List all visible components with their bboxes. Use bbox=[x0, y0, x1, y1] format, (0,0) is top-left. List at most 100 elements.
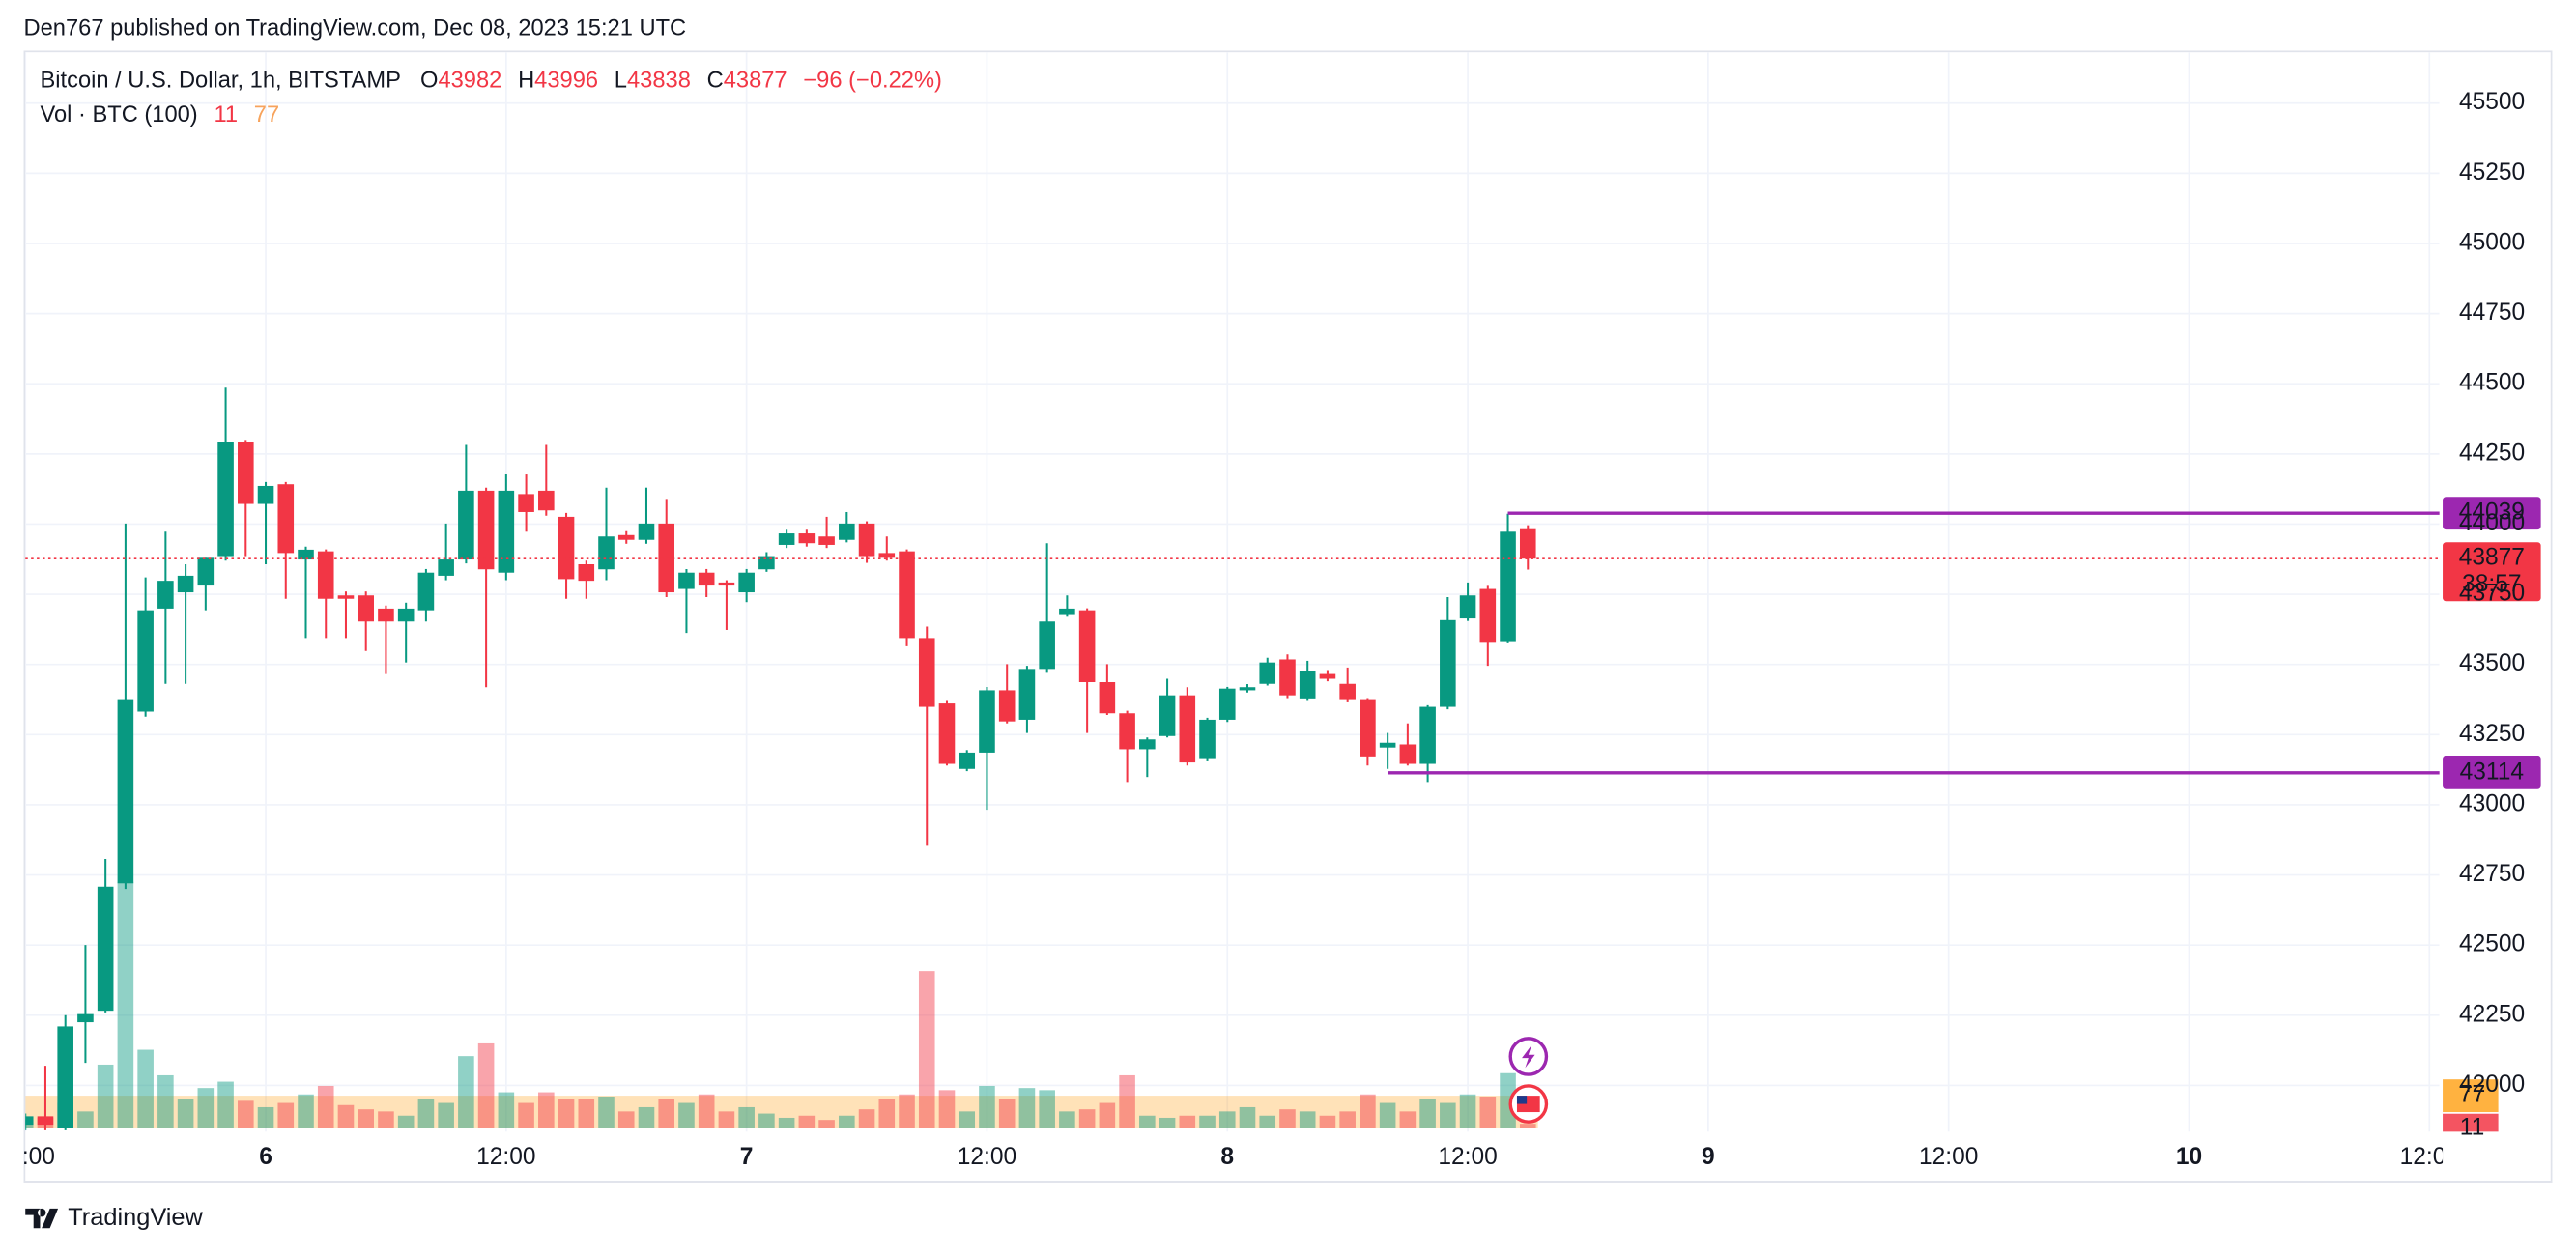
candle-body bbox=[438, 559, 454, 576]
level-label: 44039 bbox=[2459, 500, 2525, 526]
ohlc-label: C bbox=[707, 69, 724, 94]
volume-bar bbox=[918, 971, 935, 1128]
volume-bar bbox=[458, 1056, 474, 1128]
volume-bar bbox=[638, 1106, 655, 1128]
volume-bar bbox=[558, 1099, 575, 1128]
volume-bar bbox=[97, 1064, 114, 1128]
volume-bar bbox=[678, 1102, 695, 1128]
candle-body bbox=[1218, 688, 1236, 720]
volume-bar bbox=[378, 1111, 394, 1128]
volume-bar bbox=[477, 1042, 495, 1128]
ohlc-label: O bbox=[420, 69, 438, 94]
ohlc-value: 43838 bbox=[627, 69, 691, 94]
volume-bar bbox=[298, 1094, 314, 1128]
countdown: 38:57 bbox=[2462, 571, 2521, 597]
candle-body bbox=[117, 699, 134, 884]
volume-bar bbox=[1039, 1090, 1055, 1128]
candle-body bbox=[858, 523, 875, 557]
candle-body bbox=[617, 534, 635, 540]
x-tick-label: 6 bbox=[259, 1144, 272, 1170]
brand: TradingView bbox=[25, 1204, 204, 1231]
candles bbox=[25, 387, 1536, 1130]
ohlc-label: H bbox=[518, 69, 534, 94]
volume-bar bbox=[518, 1102, 534, 1128]
level-label-box bbox=[2443, 756, 2541, 789]
flag-canton bbox=[1516, 1096, 1528, 1104]
candle-body bbox=[1239, 687, 1256, 691]
volume-bar bbox=[1018, 1088, 1036, 1128]
candle-body bbox=[818, 536, 835, 545]
volume-bar bbox=[959, 1111, 976, 1128]
volume-bar bbox=[938, 1090, 956, 1128]
level-label-box bbox=[2443, 497, 2541, 530]
candle-body bbox=[477, 490, 495, 570]
volume-bar bbox=[1339, 1111, 1356, 1128]
candle-body bbox=[97, 886, 114, 1012]
volume-bar bbox=[1500, 1072, 1516, 1128]
candle-body bbox=[417, 572, 435, 611]
volume-pane bbox=[25, 881, 1538, 1128]
volume-bar bbox=[1319, 1115, 1336, 1128]
x-tick-label: 12:00 bbox=[2400, 1144, 2459, 1170]
volume-bar bbox=[1218, 1111, 1236, 1128]
y-axis: 42000 42250 42500 42750 43000 43250 43500 43750… bbox=[2459, 89, 2525, 1098]
volume-bar bbox=[798, 1115, 816, 1128]
candle-body bbox=[1018, 669, 1036, 720]
volume-bar bbox=[438, 1102, 454, 1128]
candle-body bbox=[1339, 683, 1356, 700]
candle-body bbox=[678, 572, 695, 589]
y-tick-label: 45500 bbox=[2459, 89, 2525, 115]
volume-bar bbox=[1279, 1109, 1296, 1128]
volume-bar bbox=[1479, 1096, 1497, 1128]
volume-bar bbox=[117, 881, 134, 1128]
candle-body bbox=[238, 442, 254, 504]
candle-body bbox=[839, 523, 855, 540]
vol-ma-label-box bbox=[2443, 1079, 2499, 1113]
volume-bar bbox=[77, 1111, 94, 1128]
volume-bar bbox=[358, 1109, 374, 1128]
volume-value: 11 bbox=[214, 102, 238, 128]
candle-body bbox=[1360, 699, 1376, 757]
change: −96 (−0.22%) bbox=[803, 69, 942, 94]
x-axis: 12:00 6 12:00 7 12:00 8 12:00 9 12:00 10 12:00 bbox=[24, 1144, 2459, 1170]
ohlc-value: 43982 bbox=[438, 69, 501, 94]
ohlc-value: 43996 bbox=[534, 69, 598, 94]
candle-body bbox=[918, 638, 935, 707]
candle-body bbox=[1259, 662, 1276, 684]
volume-legend: Vol · BTC (100) 11 77 bbox=[40, 102, 279, 128]
candle-body bbox=[758, 556, 775, 570]
candle-body bbox=[738, 572, 755, 593]
volume-title: Vol · BTC (100) bbox=[40, 102, 197, 128]
candle-body bbox=[1119, 713, 1135, 750]
volume-bar bbox=[1299, 1111, 1316, 1128]
volume-bar bbox=[1360, 1094, 1376, 1128]
volume-bar bbox=[598, 1096, 615, 1128]
volume-ma-area bbox=[25, 1096, 1538, 1128]
candle-body bbox=[718, 582, 735, 586]
candle-body bbox=[177, 575, 194, 593]
candle-body bbox=[337, 595, 355, 599]
volume-bar bbox=[217, 1081, 234, 1128]
candle-body bbox=[1379, 742, 1396, 748]
candle-body bbox=[378, 608, 394, 622]
candle-body bbox=[1459, 595, 1476, 619]
candle-body bbox=[1078, 610, 1096, 683]
candle-body bbox=[518, 494, 534, 512]
candle-body bbox=[798, 533, 816, 544]
y-tick-label: 42500 bbox=[2459, 931, 2525, 957]
x-tick-label: 12:00 bbox=[1919, 1144, 1978, 1170]
y-tick-label: 45250 bbox=[2459, 159, 2525, 186]
candle-body bbox=[979, 690, 995, 753]
logo bbox=[25, 1208, 59, 1229]
volume-bar bbox=[257, 1106, 274, 1128]
candle-body bbox=[1199, 719, 1216, 759]
candle-body bbox=[938, 703, 956, 764]
y-tick-label: 43000 bbox=[2459, 790, 2525, 816]
candle-body bbox=[317, 551, 334, 599]
volume-bar bbox=[1399, 1111, 1417, 1128]
y-tick-label: 42250 bbox=[2459, 1001, 2525, 1027]
volume-bar bbox=[238, 1100, 254, 1128]
x-tick-label: 12:00 bbox=[958, 1144, 1016, 1170]
